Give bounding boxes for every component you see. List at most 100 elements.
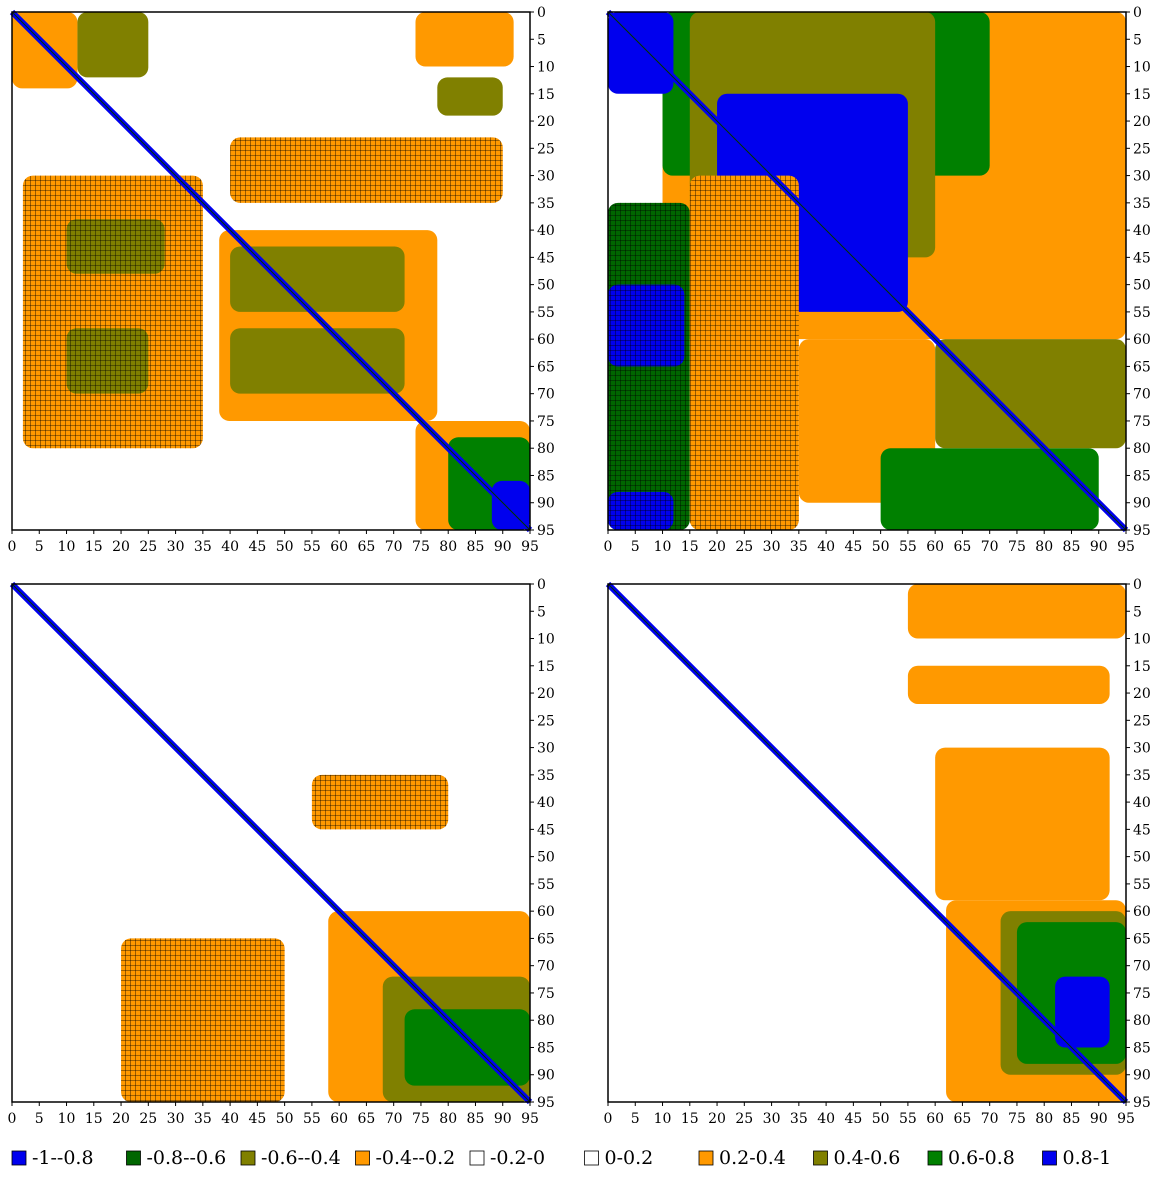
y-tick-label: 70 <box>537 959 555 975</box>
x-tick-label: 30 <box>763 539 781 555</box>
x-tick-label: 20 <box>708 539 726 555</box>
y-tick-label: 25 <box>537 141 555 157</box>
x-tick-label: 40 <box>817 539 835 555</box>
y-tick-label: 90 <box>1133 496 1151 512</box>
y-tick-label: 30 <box>537 169 555 185</box>
legend-swatch <box>469 1150 485 1166</box>
y-tick-label: 15 <box>537 87 555 103</box>
x-tick-label: 65 <box>358 1111 376 1127</box>
x-tick-label: 70 <box>981 1111 999 1127</box>
y-tick-label: 30 <box>1133 169 1151 185</box>
x-tick-label: 70 <box>385 1111 403 1127</box>
x-tick-label: 80 <box>439 539 457 555</box>
x-tick-label: 90 <box>494 1111 512 1127</box>
legend-label: -1--0.8 <box>32 1147 94 1169</box>
y-tick-label: 20 <box>1133 114 1151 130</box>
x-tick-label: 35 <box>194 539 212 555</box>
x-tick-label: 40 <box>221 539 239 555</box>
x-tick-label: 45 <box>844 539 862 555</box>
x-tick-label: 15 <box>681 1111 699 1127</box>
x-tick-label: 15 <box>85 1111 103 1127</box>
x-tick-label: 85 <box>467 1111 485 1127</box>
x-tick-label: 55 <box>303 1111 321 1127</box>
diagonal-core <box>11 11 531 531</box>
legend-item: -0.6--0.4 <box>240 1147 341 1169</box>
y-tick-label: 0 <box>537 577 546 593</box>
plot-frame <box>607 11 1127 531</box>
y-tick-label: 65 <box>537 359 555 375</box>
x-tick-label: 30 <box>167 539 185 555</box>
y-tick-label: 20 <box>537 686 555 702</box>
x-tick-label: 50 <box>872 539 890 555</box>
x-tick-label: 0 <box>8 539 17 555</box>
x-tick-label: 85 <box>1063 539 1081 555</box>
x-tick-label: 20 <box>112 1111 130 1127</box>
x-tick-label: 35 <box>194 1111 212 1127</box>
heat-region <box>935 747 1110 901</box>
x-tick-label: 35 <box>790 1111 808 1127</box>
y-tick-label: 40 <box>537 795 555 811</box>
x-tick-label: 45 <box>248 1111 266 1127</box>
heatmap-panel-bottom-left: 0 5 10 15 20 25 30 35 40 45 50 55 60 65 70 75 80 85 90 95 0 5… <box>8 577 555 1127</box>
x-tick-label: 45 <box>248 539 266 555</box>
legend-item: 0-0.2 <box>584 1147 654 1169</box>
y-tick-label: 95 <box>1133 523 1151 539</box>
heat-region <box>437 77 503 116</box>
y-tick-label: 85 <box>1133 1040 1151 1056</box>
y-tick-label: 20 <box>1133 686 1151 702</box>
y-tick-label: 95 <box>537 523 555 539</box>
y-tick-label: 40 <box>1133 795 1151 811</box>
legend-label: 0.6-0.8 <box>948 1147 1015 1169</box>
x-tick-label: 10 <box>58 1111 76 1127</box>
y-tick-label: 50 <box>1133 278 1151 294</box>
y-tick-label: 55 <box>537 305 555 321</box>
x-tick-label: 15 <box>681 539 699 555</box>
y-tick-label: 80 <box>537 1013 555 1029</box>
y-tick-label: 45 <box>1133 250 1151 266</box>
y-tick-label: 85 <box>1133 468 1151 484</box>
x-tick-label: 90 <box>1090 1111 1108 1127</box>
y-tick-label: 15 <box>1133 659 1151 675</box>
legend-label: -0.8--0.6 <box>147 1147 227 1169</box>
x-tick-label: 80 <box>439 1111 457 1127</box>
x-tick-label: 25 <box>735 539 753 555</box>
y-tick-label: 80 <box>1133 441 1151 457</box>
x-tick-label: 35 <box>790 539 808 555</box>
x-tick-label: 5 <box>35 539 44 555</box>
heat-region <box>907 584 1126 639</box>
x-tick-label: 90 <box>494 539 512 555</box>
y-tick-label: 25 <box>1133 713 1151 729</box>
y-tick-label: 35 <box>537 196 555 212</box>
legend-item: 0.8-1 <box>1042 1147 1111 1169</box>
heat-region <box>935 339 1126 449</box>
y-tick-label: 90 <box>1133 1068 1151 1084</box>
x-tick-label: 25 <box>139 539 157 555</box>
legend: -1--0.8 -0.8--0.6 -0.6--0.4 -0.4--0.2 -0.2-0… <box>11 1147 1111 1169</box>
heat-region <box>415 12 514 67</box>
y-tick-label: 60 <box>537 332 555 348</box>
x-tick-label: 25 <box>735 1111 753 1127</box>
legend-label: 0-0.2 <box>605 1147 654 1169</box>
y-tick-label: 80 <box>537 441 555 457</box>
diagonal-core <box>607 583 1127 1103</box>
x-tick-label: 95 <box>521 539 539 555</box>
x-tick-label: 5 <box>35 1111 44 1127</box>
x-tick-label: 65 <box>358 539 376 555</box>
x-tick-label: 30 <box>167 1111 185 1127</box>
heat-region <box>907 665 1110 704</box>
diagonal-core <box>11 583 531 1103</box>
y-tick-label: 95 <box>1133 1095 1151 1111</box>
y-tick-label: 5 <box>537 32 546 48</box>
y-tick-label: 90 <box>537 496 555 512</box>
y-tick-label: 85 <box>537 468 555 484</box>
y-tick-label: 10 <box>537 632 555 648</box>
legend-label: -0.4--0.2 <box>376 1147 456 1169</box>
y-tick-label: 60 <box>1133 332 1151 348</box>
y-tick-label: 30 <box>537 741 555 757</box>
y-tick-label: 45 <box>1133 822 1151 838</box>
y-tick-label: 75 <box>537 986 555 1002</box>
y-tick-label: 70 <box>1133 959 1151 975</box>
heat-region <box>230 328 405 394</box>
heat-region <box>404 1009 530 1086</box>
x-tick-label: 70 <box>981 539 999 555</box>
